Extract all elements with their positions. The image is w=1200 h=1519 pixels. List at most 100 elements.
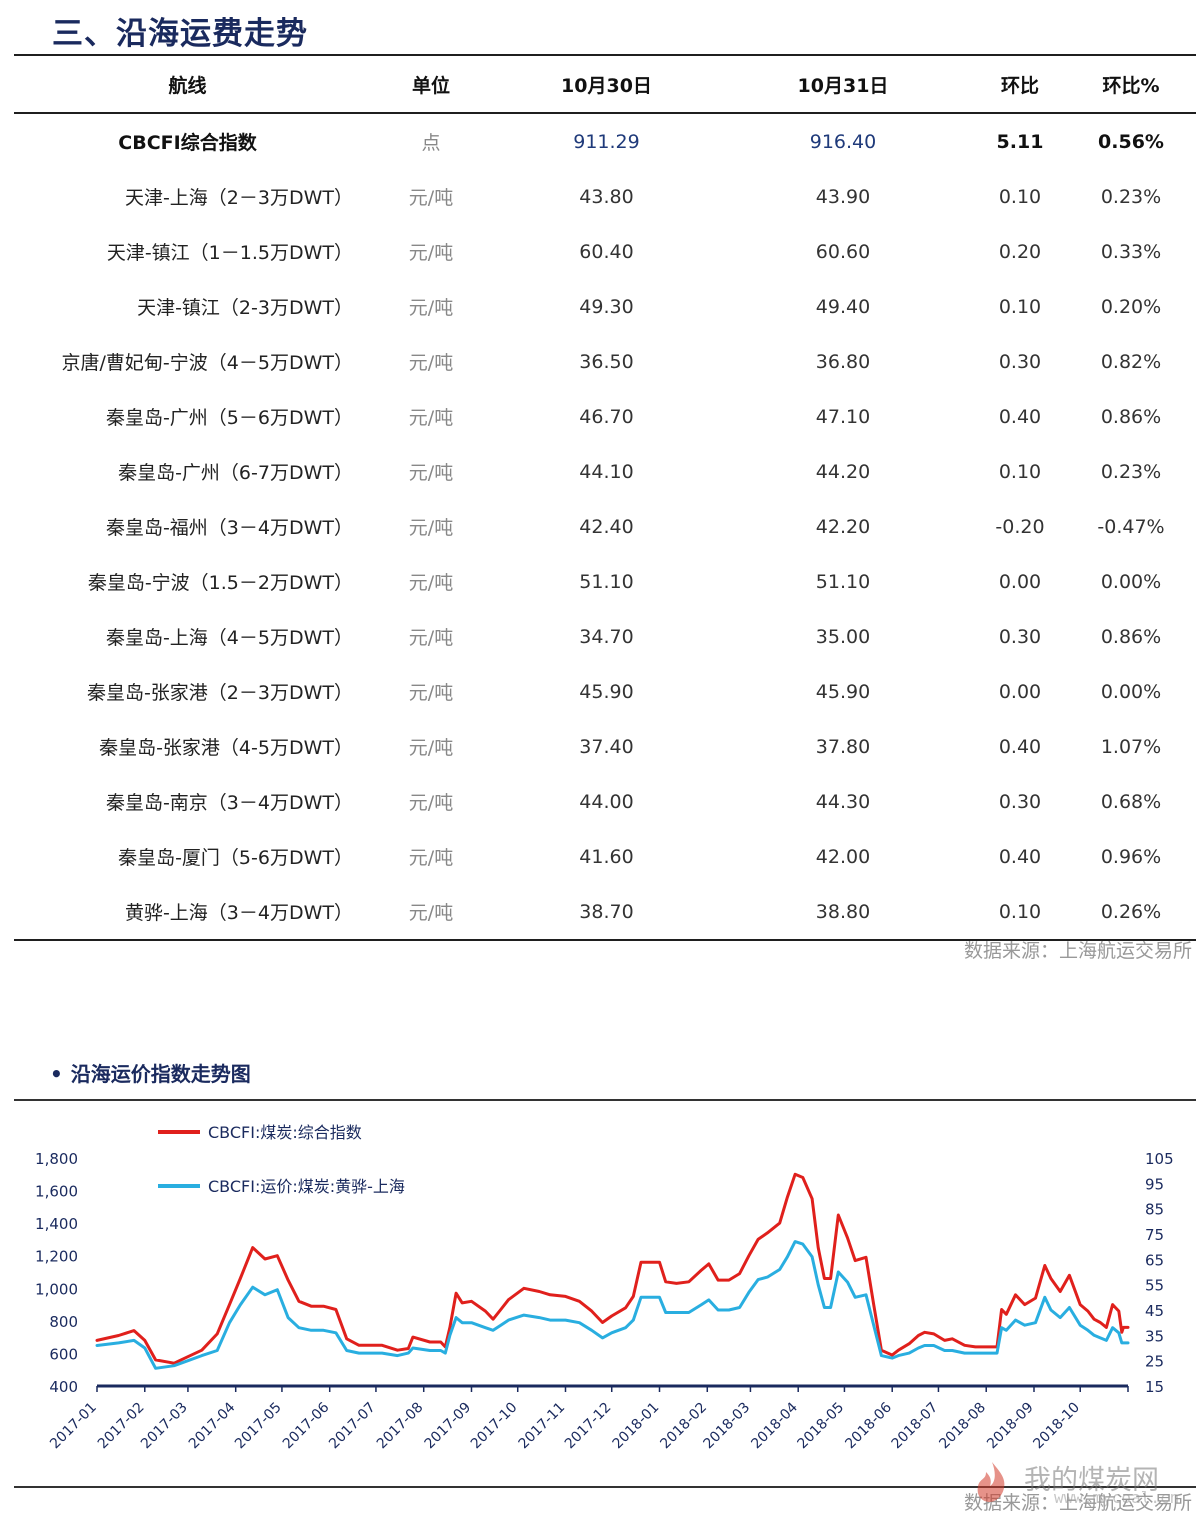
- cell-oct30: 51.10: [579, 570, 634, 593]
- cell-oct30: 60.40: [579, 240, 634, 263]
- cell-change: 0.10: [998, 295, 1042, 318]
- x-axis-tick-label: 2017-02: [95, 1400, 148, 1453]
- cell-change: 0.10: [998, 460, 1042, 483]
- cell-change: 0.40: [998, 735, 1042, 758]
- title-divider: [14, 54, 1196, 56]
- cell-change-pct: 0.86%: [1100, 405, 1162, 428]
- cell-change-pct: 0.82%: [1100, 350, 1162, 373]
- header-change-pct: 环比%: [1066, 56, 1196, 114]
- legend-label-1: CBCFI:煤炭:综合指数: [208, 1123, 362, 1142]
- cell-unit: 元/吨: [408, 297, 454, 319]
- x-axis-tick-label: 2018-03: [701, 1400, 754, 1453]
- table-row: 秦皇岛-张家港（2－3万DWT） 元/吨 45.90 45.90 0.00 0.00%: [14, 664, 1196, 719]
- index-summary-row: CBCFI综合指数 点 911.29 916.40 5.11 0.56%: [14, 113, 1196, 169]
- cell-change: 0.30: [998, 350, 1042, 373]
- chart-top-rule: [14, 1099, 1196, 1101]
- cell-route: 秦皇岛-张家港（4-5万DWT）: [99, 737, 353, 759]
- cell-oct30: 41.60: [579, 845, 634, 868]
- series-line-2: [95, 1240, 1130, 1370]
- x-axis-tick-label: 2017-01: [47, 1400, 100, 1453]
- right-axis-tick-label: 75: [1145, 1226, 1164, 1244]
- cell-oct30: 43.80: [579, 185, 634, 208]
- cell-unit: 元/吨: [408, 572, 454, 594]
- x-axis-tick-label: 2018-08: [936, 1400, 989, 1453]
- series-line-1: [95, 1172, 1130, 1365]
- header-change: 环比: [974, 56, 1066, 114]
- cell-route: 秦皇岛-上海（4－5万DWT）: [105, 627, 353, 649]
- left-axis-tick-label: 800: [49, 1313, 78, 1331]
- cell-unit: 元/吨: [408, 352, 454, 374]
- cell-unit: 元/吨: [408, 737, 454, 759]
- cell-change-pct: 0.26%: [1066, 884, 1196, 941]
- cell-oct31: 43.90: [815, 185, 871, 208]
- cell-oct31: 44.20: [815, 460, 871, 483]
- section-title: 三、沿海运费走势: [52, 16, 308, 52]
- watermark-logo: 我的煤炭网 www.mycoal.cn: [966, 1458, 1196, 1507]
- cell-route: 秦皇岛-厦门（5-6万DWT）: [118, 847, 353, 869]
- cell-oct30: 34.70: [579, 625, 634, 648]
- cell-route: 天津-镇江（1－1.5万DWT）: [106, 242, 353, 264]
- cell-change-pct: 0.68%: [1100, 790, 1162, 813]
- table-row: 天津-上海（2－3万DWT） 元/吨 43.80 43.90 0.10 0.23%: [14, 169, 1196, 224]
- cell-route: 天津-上海（2－3万DWT）: [124, 187, 353, 209]
- cell-oct30: 42.40: [579, 515, 634, 538]
- table-row: 秦皇岛-厦门（5-6万DWT） 元/吨 41.60 42.00 0.40 0.96%: [14, 829, 1196, 884]
- cell-unit: 元/吨: [361, 884, 501, 941]
- header-route: 航线: [14, 56, 361, 114]
- x-axis-tick-label: 2018-05: [795, 1400, 848, 1453]
- cell-change: 5.11: [996, 130, 1044, 153]
- cell-change-pct: -0.47%: [1097, 515, 1165, 538]
- header-oct30: 10月30日: [501, 56, 712, 114]
- table-row: 秦皇岛-广州（5－6万DWT） 元/吨 46.70 47.10 0.40 0.86%: [14, 389, 1196, 444]
- watermark-url: www.mycoal.cn: [1054, 1488, 1180, 1507]
- table-row: 天津-镇江（1－1.5万DWT） 元/吨 60.40 60.60 0.20 0.33%: [14, 224, 1196, 279]
- x-axis-tick-label: 2017-10: [468, 1400, 521, 1453]
- freight-index-line-chart: 400 600 800 1,000 1,200 1,400 1,600 1,800 15 25 35…: [35, 1123, 1174, 1453]
- x-axis-tick-label: 2018-01: [610, 1400, 663, 1453]
- left-axis-tick-label: 1,400: [35, 1215, 78, 1233]
- cell-unit: 元/吨: [408, 627, 454, 649]
- cell-route: 秦皇岛-南京（3－4万DWT）: [105, 792, 353, 814]
- cell-unit: 元/吨: [408, 242, 454, 264]
- left-axis-tick-label: 1,000: [35, 1280, 78, 1298]
- cell-oct31: 37.80: [815, 735, 871, 758]
- left-axis-tick-label: 1,600: [35, 1183, 78, 1201]
- cell-change: 0.40: [998, 845, 1042, 868]
- freight-rate-table: 航线 单位 10月30日 10月31日 环比 环比% CBCFI综合指数 点 911…: [14, 56, 1196, 941]
- cell-change: 0.00: [998, 570, 1042, 593]
- left-axis-tick-label: 1,800: [35, 1150, 78, 1168]
- cell-change-pct: 0.96%: [1100, 845, 1162, 868]
- table-row: 秦皇岛-上海（4－5万DWT） 元/吨 34.70 35.00 0.30 0.86%: [14, 609, 1196, 664]
- cell-route: CBCFI综合指数: [118, 132, 257, 154]
- legend-label-2: CBCFI:运价:煤炭:黄骅-上海: [208, 1177, 405, 1196]
- cell-change-pct: 0.86%: [1100, 625, 1162, 648]
- x-axis-tick-label: 2018-02: [657, 1400, 710, 1453]
- cell-oct30: 45.90: [579, 680, 634, 703]
- right-axis-tick-label: 95: [1145, 1175, 1164, 1193]
- table-row: 天津-镇江（2-3万DWT） 元/吨 49.30 49.40 0.10 0.20%: [14, 279, 1196, 334]
- cell-oct31: 45.90: [815, 680, 871, 703]
- cell-route: 秦皇岛-广州（6-7万DWT）: [118, 462, 353, 484]
- cell-oct31: 44.30: [815, 790, 871, 813]
- right-axis-tick-label: 105: [1145, 1150, 1174, 1168]
- cell-oct31: 42.20: [815, 515, 871, 538]
- cell-change: 0.10: [998, 185, 1042, 208]
- table-row: 京唐/曹妃甸-宁波（4－5万DWT） 元/吨 36.50 36.80 0.30 0.82%: [14, 334, 1196, 389]
- cell-oct30: 38.70: [501, 884, 712, 941]
- table-row: 黄骅-上海（3－4万DWT） 元/吨 38.70 38.80 0.10 0.26%: [14, 884, 1196, 941]
- cell-change-pct: 0.20%: [1100, 295, 1162, 318]
- cell-change-pct: 0.23%: [1100, 460, 1162, 483]
- cell-route: 秦皇岛-广州（5－6万DWT）: [105, 407, 353, 429]
- table-row: 秦皇岛-广州（6-7万DWT） 元/吨 44.10 44.20 0.10 0.23%: [14, 444, 1196, 499]
- cell-oct30: 49.30: [579, 295, 634, 318]
- cell-change-pct: 0.00%: [1100, 680, 1162, 703]
- right-axis-tick-label: 15: [1145, 1378, 1164, 1396]
- table-header-row: 航线 单位 10月30日 10月31日 环比 环比%: [14, 56, 1196, 114]
- cell-oct30: 36.50: [579, 350, 634, 373]
- cell-change: 0.00: [998, 680, 1042, 703]
- x-axis-tick-label: 2017-03: [138, 1400, 191, 1453]
- header-unit: 单位: [361, 56, 501, 114]
- cell-unit: 元/吨: [408, 407, 454, 429]
- cell-change-pct: 1.07%: [1100, 735, 1162, 758]
- table-row: 秦皇岛-南京（3－4万DWT） 元/吨 44.00 44.30 0.30 0.68%: [14, 774, 1196, 829]
